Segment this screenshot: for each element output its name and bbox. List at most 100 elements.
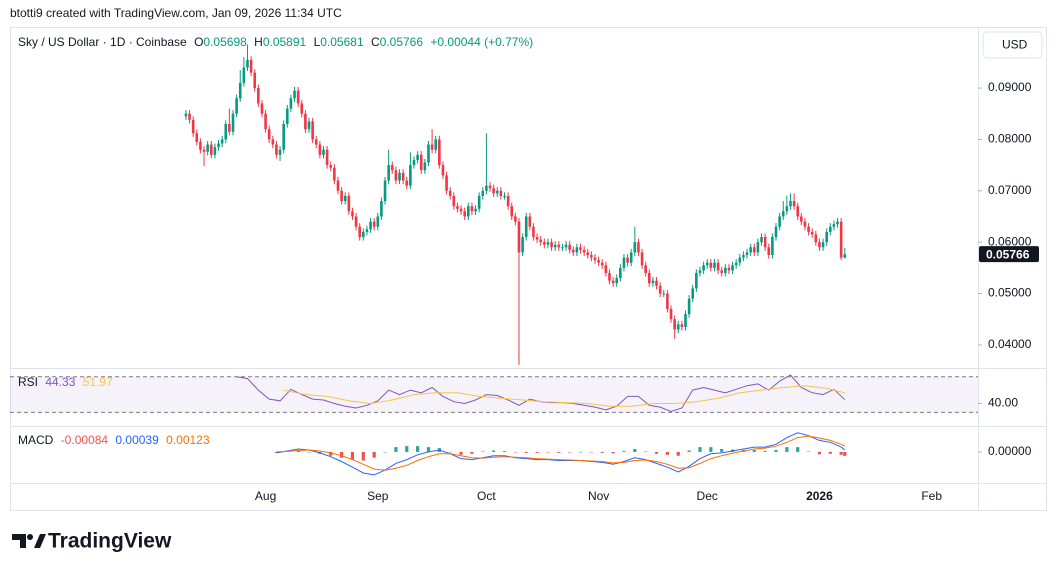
candle-body xyxy=(695,272,698,289)
candle-body xyxy=(358,226,361,238)
candle-body xyxy=(271,139,275,145)
candle-body xyxy=(246,59,249,68)
candle-body xyxy=(600,262,604,266)
macd-histogram-bar xyxy=(448,451,452,453)
candle-body xyxy=(235,98,238,114)
candle-body xyxy=(673,319,676,330)
macd-histogram-bar xyxy=(644,451,648,452)
x-tick-label: Aug xyxy=(255,489,276,503)
candle-body xyxy=(702,265,705,271)
candle-body xyxy=(550,242,553,248)
candle-body xyxy=(640,252,644,266)
macd-histogram-bar xyxy=(394,447,398,452)
candle-body xyxy=(380,201,383,217)
candle-body xyxy=(376,216,380,227)
candle-body xyxy=(495,190,499,194)
candle-body xyxy=(666,293,669,309)
candle-body xyxy=(195,133,199,142)
candle-body xyxy=(506,195,510,207)
candle-body xyxy=(492,188,495,194)
candle-body xyxy=(579,247,582,250)
candle-body xyxy=(734,262,738,266)
candle-body xyxy=(343,195,347,202)
candle-body xyxy=(354,216,358,227)
candle-body xyxy=(474,208,477,212)
rsi-line xyxy=(283,385,845,407)
candle-body xyxy=(419,154,423,171)
candle-body xyxy=(517,221,521,253)
candle-body xyxy=(390,165,394,171)
macd-histogram-bar xyxy=(763,450,767,452)
candle-body xyxy=(582,249,586,253)
candle-body xyxy=(430,144,434,150)
macd-histogram-bar xyxy=(416,446,420,452)
candle-body xyxy=(604,265,608,273)
candle-body xyxy=(553,244,557,248)
x-tick-label: Dec xyxy=(697,489,718,503)
candle-body xyxy=(267,129,271,140)
candle-body xyxy=(528,216,532,227)
candle-body xyxy=(832,224,836,227)
candle-body xyxy=(687,298,691,315)
candle-body xyxy=(709,262,713,268)
candle-body xyxy=(463,211,466,217)
y-tick-label: 40.00 xyxy=(988,396,1018,410)
candle-body xyxy=(228,124,231,132)
macd-legend: MACD -0.00084 0.00039 0.00123 xyxy=(18,433,214,447)
macd-histogram-bar xyxy=(720,449,724,452)
macd-histogram-bar xyxy=(843,451,847,456)
y-tick-label: 0.07000 xyxy=(988,183,1032,197)
rsi-band xyxy=(10,376,978,413)
macd-histogram-bar xyxy=(350,451,355,460)
rsi-legend: RSI 44.33 51.97 xyxy=(18,375,117,389)
credit: btotti9 created with TradingView.com, Ja… xyxy=(10,6,342,20)
candle-body xyxy=(680,324,684,327)
candle-body xyxy=(774,226,778,238)
currency-box[interactable] xyxy=(982,31,1043,59)
macd-histogram-bar xyxy=(470,451,474,454)
macd-histogram-bar xyxy=(806,451,811,452)
macd-histogram-bar xyxy=(709,447,713,452)
candle-body xyxy=(593,257,597,261)
candle-body xyxy=(756,242,760,253)
candle-body xyxy=(524,216,528,238)
candle-body xyxy=(362,231,365,238)
macd-histogram-bar xyxy=(459,451,463,455)
candle-body xyxy=(485,185,488,191)
macd-histogram-bar xyxy=(329,451,333,456)
candle-body xyxy=(202,149,206,152)
candle-body xyxy=(669,308,673,320)
candle-body xyxy=(318,144,322,155)
candle-body xyxy=(785,206,789,212)
candle-body xyxy=(416,154,419,160)
candle-body xyxy=(238,82,242,99)
candle-body xyxy=(184,113,188,117)
x-tick-label: Nov xyxy=(588,489,609,503)
candle-body xyxy=(314,139,318,145)
candle-body xyxy=(477,195,481,209)
candle-body xyxy=(818,242,821,248)
candle-body xyxy=(546,242,550,245)
candle-body xyxy=(564,244,568,248)
candle-body xyxy=(716,262,720,271)
candle-body xyxy=(561,247,564,249)
candle-body xyxy=(810,231,814,235)
candle-body xyxy=(514,216,517,222)
candle-body xyxy=(191,119,195,134)
candle-body xyxy=(742,254,745,258)
macd-histogram-bar xyxy=(796,447,800,452)
macd-histogram-bar xyxy=(839,451,843,455)
candle-body xyxy=(285,108,289,125)
candle-body xyxy=(423,162,427,171)
macd-value: 0.00039 xyxy=(115,433,159,447)
candle-body xyxy=(405,180,409,186)
ohlc: O0.05698 xyxy=(194,35,247,49)
candle-body xyxy=(369,221,372,230)
candle-body xyxy=(282,124,285,150)
candle-body xyxy=(470,206,474,212)
candle-body xyxy=(792,201,796,207)
last-price-tag xyxy=(979,246,1039,263)
candle-body xyxy=(611,280,615,284)
candle-body xyxy=(532,226,535,238)
